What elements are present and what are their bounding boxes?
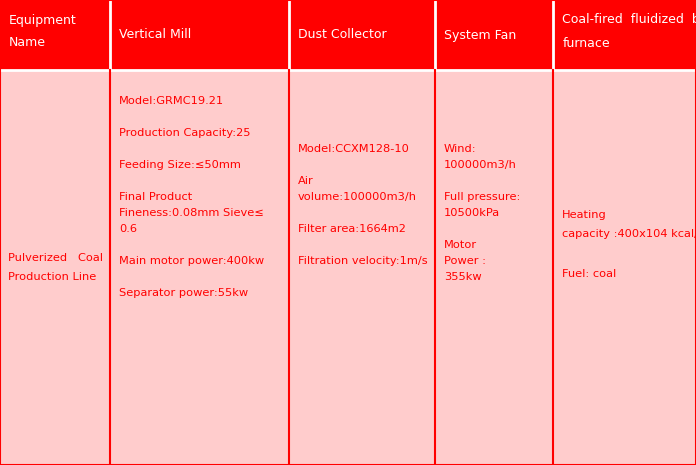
Text: Pulverized   Coal
Production Line: Pulverized Coal Production Line [8, 252, 103, 282]
Text: Equipment
Name: Equipment Name [9, 14, 77, 49]
Text: Wind:
100000m3/h

Full pressure:
10500kPa

Motor
Power :
355kw: Wind: 100000m3/h Full pressure: 10500kPa… [444, 145, 521, 282]
Text: Vertical Mill: Vertical Mill [119, 28, 191, 41]
Text: Heating
capacity :400x104 kcal/h

Fuel: coal: Heating capacity :400x104 kcal/h Fuel: c… [562, 210, 696, 279]
Text: Model:GRMC19.21

Production Capacity:25

Feeding Size:≤50mm

Final Product
Finen: Model:GRMC19.21 Production Capacity:25 F… [119, 96, 264, 298]
Bar [0, 0, 696, 70]
Text: Dust Collector: Dust Collector [298, 28, 386, 41]
Text: Model:CCXM128-10

Air
volume:100000m3/h

Filter area:1664m2

Filtration velocity: Model:CCXM128-10 Air volume:100000m3/h F… [298, 145, 427, 266]
Bar [0, 70, 696, 465]
Text: System Fan: System Fan [444, 28, 516, 41]
Text: Coal-fired  fluidized  bed
furnace: Coal-fired fluidized bed furnace [562, 13, 696, 50]
